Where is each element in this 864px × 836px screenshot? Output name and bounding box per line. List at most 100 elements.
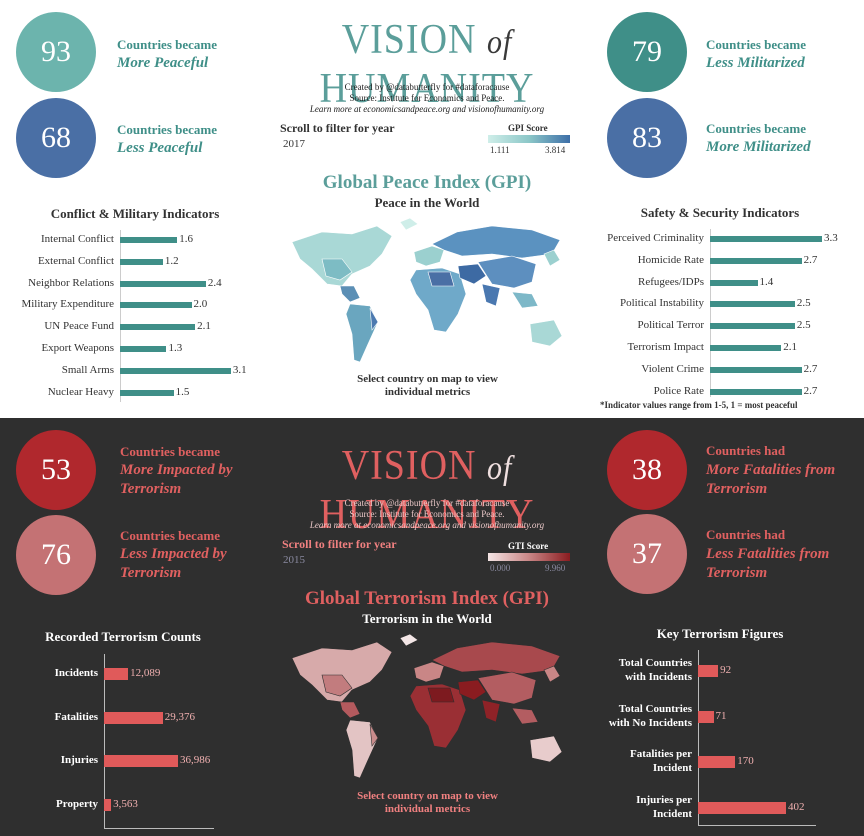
key-figures-label: Injuries per <box>636 793 692 806</box>
terrorism-world-map[interactable] <box>282 630 572 790</box>
terrorism-counts-bar[interactable] <box>104 799 112 812</box>
safety-security-bar[interactable] <box>710 279 758 286</box>
more-impacted-circle: 53 <box>16 430 96 510</box>
less-militarized-count: 79 <box>632 35 662 68</box>
safety-security-bar[interactable] <box>710 323 795 330</box>
gti-legend-min: 0.000 <box>490 563 511 573</box>
conflict-military-value: 1.6 <box>179 233 193 245</box>
credit-line-3-dark: Learn more at economicsandpeace.org and … <box>309 520 545 530</box>
safety-security-bar[interactable] <box>710 345 782 351</box>
conflict-military-label: External Conflict <box>37 254 114 267</box>
key-figures-baseline <box>698 825 816 826</box>
gpi-map-hint: Select country on map to view individual… <box>357 373 498 398</box>
terrorism-counts-bar[interactable] <box>104 668 129 680</box>
terrorism-counts-label: Incidents <box>54 667 98 679</box>
year-filter-label-dark: Scroll to filter for year <box>282 537 397 551</box>
gpi-map-subtitle: Peace in the World <box>374 195 480 210</box>
year-filter-label: Scroll to filter for year <box>280 121 395 135</box>
terrorism-counts-title: Recorded Terrorism Counts <box>45 629 201 644</box>
more-fatalities-text-2: Terrorism <box>706 481 768 497</box>
safety-security-bar[interactable] <box>710 388 802 395</box>
safety-security-value: 2.5 <box>796 319 811 332</box>
key-figures-bar[interactable] <box>698 801 786 814</box>
more-fatalities-circle: 38 <box>607 430 687 510</box>
safety-security-bar[interactable] <box>710 301 795 308</box>
gti-legend-title: GTI Score <box>508 541 549 551</box>
conflict-military-bar[interactable] <box>120 258 163 265</box>
conflict-military-bar[interactable] <box>120 237 178 243</box>
terrorism-counts-label: Fatalities <box>54 710 98 723</box>
logo-word-of-dark: of <box>486 449 513 487</box>
conflict-military-label: Neighbor Relations <box>28 276 114 289</box>
key-figures-label: with No Incidents <box>608 716 692 729</box>
key-figures-label: Fatalities per <box>629 748 692 760</box>
safety-security-value: 1.4 <box>759 275 774 288</box>
gpi-legend-min: 1.111 <box>490 145 510 155</box>
more-militarized-label: Countries became <box>706 121 807 136</box>
terrorism-counts-bar[interactable] <box>104 711 163 724</box>
terrorism-counts-bar[interactable] <box>104 755 178 768</box>
key-figures-label: Total Countries <box>618 702 692 715</box>
safety-security-label: Police Rate <box>653 384 704 397</box>
terrorism-counts-value: 3,563 <box>113 798 138 811</box>
conflict-military-bar[interactable] <box>120 346 167 352</box>
more-militarized-count: 83 <box>632 121 662 154</box>
conflict-military-bar[interactable] <box>120 280 206 287</box>
year-filter-value[interactable]: 2017 <box>283 138 305 150</box>
safety-security-value: 2.1 <box>783 341 798 353</box>
safety-security-bar[interactable] <box>710 366 802 373</box>
more-peaceful-text: More Peaceful <box>117 55 209 71</box>
terrorism-counts-value: 36,986 <box>180 754 211 767</box>
less-fatalities-count: 37 <box>632 537 662 570</box>
peace-world-map[interactable] <box>282 214 572 374</box>
safety-security-axis <box>710 229 711 397</box>
peace-panel: 93 Countries became More Peaceful 68 Cou… <box>16 12 838 410</box>
less-militarized-label: Countries became <box>706 37 807 52</box>
safety-security-value: 2.7 <box>803 384 818 397</box>
gti-legend-max: 9.960 <box>545 563 566 573</box>
year-filter-value-dark[interactable]: 2015 <box>283 554 305 566</box>
key-figures-label: Incident <box>652 762 692 774</box>
less-fatalities-text-1: Less Fatalities from <box>706 546 830 562</box>
key-figures-bar[interactable] <box>698 756 736 768</box>
conflict-military-label: Internal Conflict <box>40 233 114 245</box>
conflict-military-bar[interactable] <box>120 367 231 374</box>
less-impacted-circle: 76 <box>16 515 96 595</box>
safety-security-title: Safety & Security Indicators <box>640 205 800 220</box>
logo-word-humanity: HUMANITY <box>319 65 535 113</box>
safety-security-bar[interactable] <box>710 257 802 264</box>
conflict-military-bar[interactable] <box>120 302 192 309</box>
less-impacted-label: Countries became <box>120 528 221 543</box>
credit-line-3: Learn more at economicsandpeace.org and … <box>309 104 545 114</box>
credit-line-2: Source: Institute for Economics and Peac… <box>349 93 505 103</box>
conflict-military-label: Small Arms <box>61 363 114 376</box>
less-fatalities-label: Countries had <box>706 527 786 542</box>
gpi-legend-gradient <box>488 135 570 143</box>
conflict-military-axis <box>120 230 121 402</box>
less-peaceful-text: Less Peaceful <box>117 140 203 156</box>
safety-security-label: Terrorism Impact <box>627 341 704 353</box>
conflict-military-value: 2.0 <box>193 298 208 311</box>
safety-security-value: 2.5 <box>796 297 811 310</box>
less-militarized-circle: 79 <box>607 12 687 92</box>
more-fatalities-count: 38 <box>632 453 662 486</box>
safety-security-label: Homicide Rate <box>637 253 704 266</box>
safety-security-label: Violent Crime <box>641 362 704 375</box>
conflict-military-bar[interactable] <box>120 389 174 396</box>
key-figures-label: with Incidents <box>625 671 692 683</box>
credit-line-1-dark: Created by @databutterfly for #dataforac… <box>344 498 510 508</box>
safety-security-bar[interactable] <box>710 236 822 242</box>
more-fatalities-text-1: More Fatalities from <box>706 462 836 478</box>
conflict-military-bar[interactable] <box>120 324 196 331</box>
more-impacted-text-1: More Impacted by <box>120 462 233 478</box>
conflict-military-label: Nuclear Heavy <box>47 385 114 398</box>
key-figures-bar[interactable] <box>698 665 719 677</box>
key-figures-bar[interactable] <box>698 710 714 723</box>
logo-word-of: of <box>486 23 513 61</box>
safety-security-label: Refugees/IDPs <box>638 275 704 288</box>
vision-of-humanity-logo: VISION of HUMANITY <box>282 15 572 114</box>
less-impacted-text-1: Less Impacted by <box>120 546 227 562</box>
key-figures-axis <box>698 650 699 825</box>
logo-word-vision: VISION <box>341 15 477 63</box>
key-figures-value: 402 <box>788 800 805 813</box>
